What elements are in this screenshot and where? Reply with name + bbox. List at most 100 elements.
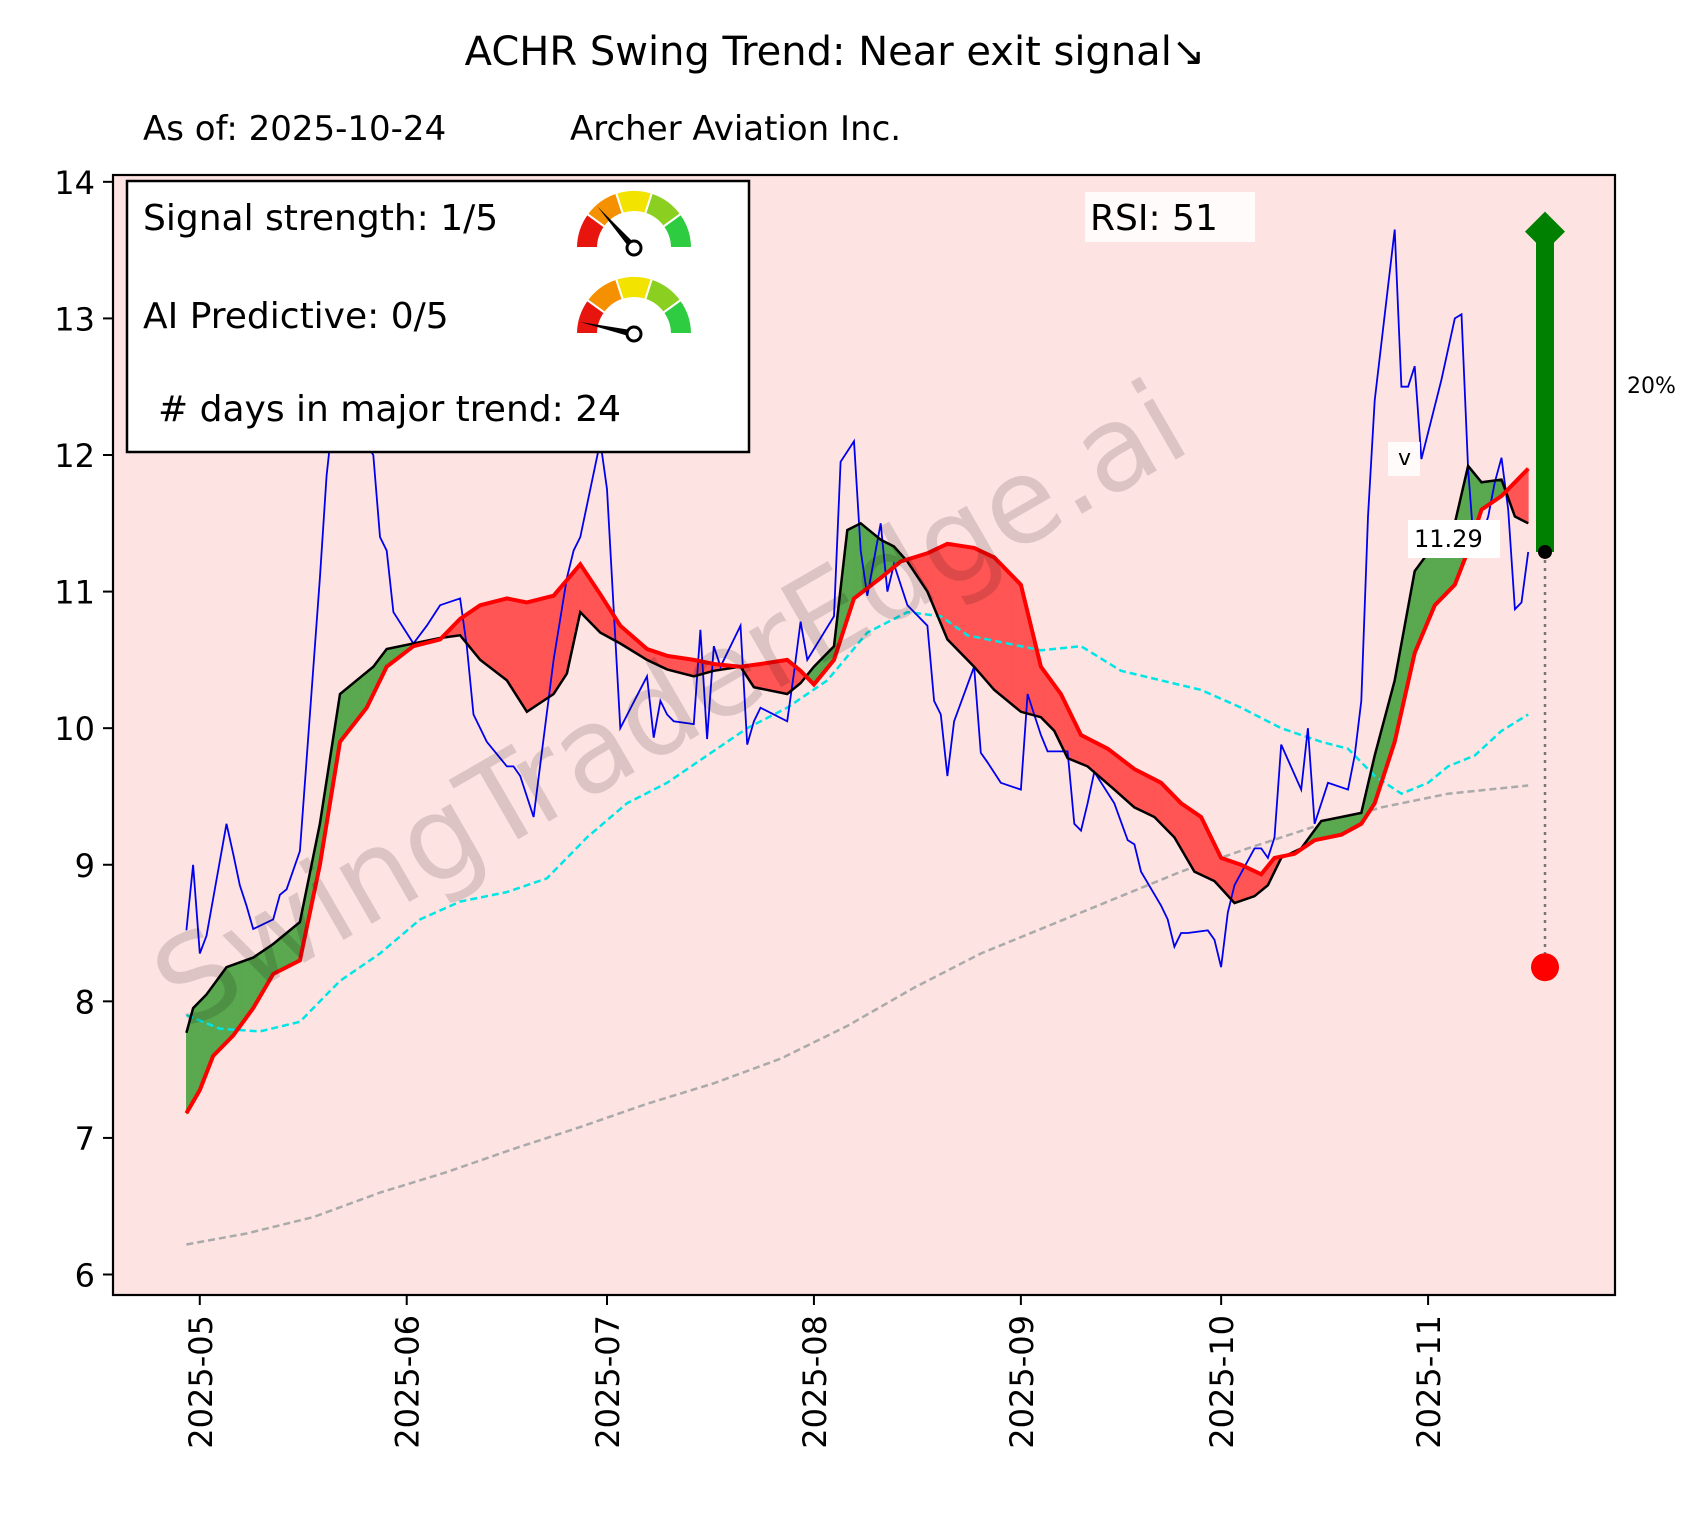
trend-fill-segment (1083, 736, 1089, 768)
trend-fill-segment (1187, 807, 1192, 868)
target-arrow-head (1525, 211, 1565, 252)
y-tick-label: 7 (75, 1120, 95, 1158)
trend-fill-segment (1150, 777, 1155, 818)
trend-fill-segment (1087, 737, 1092, 771)
trend-fill-segment (1224, 858, 1229, 897)
y-axis: 6 7 8 9 10 11 12 13 14 (54, 164, 113, 1295)
rsi-box: RSI: 51 (1085, 192, 1255, 242)
chart-title: ACHR Swing Trend: Near exit signal↘ (465, 29, 1206, 75)
plot-frame (111, 173, 1617, 1297)
trend-fill-segment (342, 687, 348, 739)
signal-strength-label: Signal strength: 1/5 (143, 198, 498, 239)
trend-fill-segment (1247, 867, 1252, 900)
trend-fill-segment (1320, 819, 1326, 840)
trend-fill-segment (1250, 868, 1255, 898)
trend-fill-segment (1180, 802, 1185, 856)
long-ma-layer (186, 784, 1529, 1246)
trend-fill-segment (1130, 765, 1135, 809)
trend-fill-segment (1137, 770, 1142, 812)
x-tick-label: 2025-06 (389, 1315, 427, 1449)
stop-loss-dot (1531, 953, 1559, 982)
y-tick-label: 12 (54, 437, 95, 475)
trend-fill-segment (529, 600, 534, 711)
trend-fill-segment (1324, 819, 1329, 839)
trend-fill-segment (1147, 775, 1152, 816)
chart-subtitle-company: Archer Aviation Inc. (570, 109, 901, 149)
y-tick-label: 13 (54, 300, 95, 338)
ai-predictive-label: AI Predictive: 0/5 (143, 296, 449, 337)
trend-lines-layer (184, 463, 1530, 1115)
current-price-dot (1538, 544, 1552, 559)
y-tick-label: 14 (54, 164, 95, 202)
gauge-segment (661, 212, 694, 249)
target-indicator (1525, 211, 1565, 982)
trend-fill-segment (1153, 778, 1159, 822)
long-ma-line (186, 784, 1529, 1246)
trend-fill-segment (1120, 758, 1125, 800)
trend-fill-segment (1164, 785, 1169, 832)
trend-fill-segment (1327, 818, 1332, 838)
trend-fill-segment (1157, 780, 1162, 825)
price-layer (185, 229, 1530, 968)
trend-fill-segment (513, 599, 518, 698)
y-tick-label: 6 (75, 1257, 95, 1295)
x-tick-label: 2025-08 (796, 1315, 834, 1449)
y-tick-label: 8 (75, 983, 95, 1021)
trend-fill-segment (476, 604, 481, 662)
trend-fill-segment (346, 684, 351, 735)
trend-fill-segment (523, 601, 528, 714)
x-tick-label: 2025-05 (182, 1315, 220, 1449)
trend-fill-segment (1100, 744, 1105, 782)
target-arrow-shaft (1536, 237, 1554, 552)
gauge-needle (597, 206, 637, 251)
trend-fill-segment (519, 600, 524, 708)
trend-fill-segment (1047, 674, 1052, 729)
trend-fill-segment (533, 599, 538, 709)
gauge-hub (625, 239, 643, 257)
trend-fill-segment (1040, 665, 1045, 722)
trend-fill-segment (1190, 809, 1195, 874)
price-line (185, 229, 1530, 968)
trend-fill-segment (506, 597, 511, 687)
trend-fill-segment (509, 598, 514, 693)
trend-fill-segment (1194, 811, 1199, 874)
trend-fill-segment (1117, 755, 1122, 797)
trend-fill-segment (1237, 863, 1242, 903)
trend-fill-segment (1337, 816, 1342, 836)
trend-fill-segment (1197, 813, 1202, 876)
trend-fill-segment (1524, 467, 1529, 524)
x-tick-label: 2025-09 (1003, 1315, 1041, 1449)
trend-fill-segment (1220, 857, 1225, 894)
trend-fill-segment (1090, 739, 1095, 774)
y-tick-label: 9 (75, 847, 95, 885)
trend-fill-segment (1334, 817, 1339, 837)
trend-fill-segment (493, 600, 498, 674)
ai-predictive-gauge-icon (574, 275, 694, 343)
fast-trend-line (185, 463, 1529, 1034)
trend-fill-segment (1417, 560, 1422, 646)
trend-fill-segment (1244, 865, 1249, 901)
trend-fill-segment (1103, 746, 1109, 785)
trend-fill-segment (1107, 747, 1112, 788)
trend-fill-segment (1123, 760, 1129, 803)
x-tick-label: 2025-10 (1203, 1315, 1241, 1449)
trend-fill-segment (1160, 781, 1165, 829)
trend-fill-segment (1127, 763, 1132, 806)
trend-fill-segment (526, 601, 531, 713)
trend-fill-segment (1043, 670, 1048, 726)
trend-fill-segment (1177, 798, 1182, 851)
trend-fill-segment (1170, 792, 1175, 839)
trend-fill-segment (539, 597, 544, 704)
trend-fill-segment (1110, 750, 1115, 791)
gauge-hub (625, 325, 643, 343)
target-pct-label: 20% (1627, 374, 1676, 399)
trend-fill-segment (1007, 570, 1012, 705)
trend-fill-segment (1010, 573, 1015, 708)
trend-fill-segment (1521, 471, 1526, 523)
trend-fill-segment (479, 603, 484, 664)
x-tick-label: 2025-07 (589, 1315, 627, 1449)
trend-fill-segment (503, 597, 508, 682)
trend-fill-segment (1514, 477, 1519, 519)
trend-fill-segment (1050, 679, 1055, 732)
